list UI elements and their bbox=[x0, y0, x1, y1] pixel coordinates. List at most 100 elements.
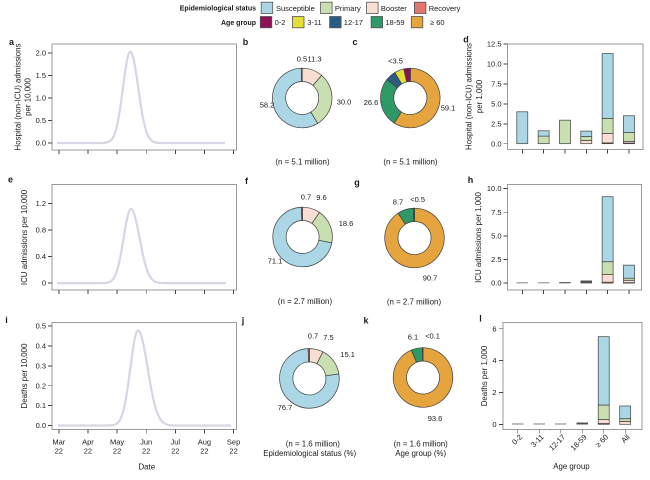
svg-text:Apr: Apr bbox=[82, 437, 94, 446]
svg-text:Hospital (non-ICU) admissions: Hospital (non-ICU) admissions bbox=[14, 43, 23, 150]
svg-text:0.0: 0.0 bbox=[491, 139, 501, 148]
svg-text:(n = 5.1 million): (n = 5.1 million) bbox=[275, 158, 330, 167]
svg-text:Deaths per 10,000: Deaths per 10,000 bbox=[20, 343, 29, 409]
svg-text:Booster: Booster bbox=[381, 4, 407, 13]
svg-text:12-17: 12-17 bbox=[344, 18, 363, 27]
svg-text:e: e bbox=[8, 175, 13, 185]
svg-text:22: 22 bbox=[200, 446, 208, 455]
svg-text:1.0: 1.0 bbox=[36, 94, 46, 103]
svg-text:2.0: 2.0 bbox=[36, 49, 46, 58]
svg-text:26.6: 26.6 bbox=[364, 98, 379, 107]
svg-text:(n = 5.1 million): (n = 5.1 million) bbox=[383, 158, 438, 167]
svg-text:5.0: 5.0 bbox=[491, 232, 501, 241]
svg-text:58.2: 58.2 bbox=[260, 101, 275, 110]
svg-text:ICU admissions per 10,000: ICU admissions per 10,000 bbox=[20, 189, 29, 285]
svg-text:22: 22 bbox=[142, 446, 150, 455]
svg-text:<0.1: <0.1 bbox=[425, 332, 440, 341]
svg-text:0.8: 0.8 bbox=[36, 226, 46, 235]
svg-text:Age group: Age group bbox=[553, 462, 590, 471]
svg-text:18-59: 18-59 bbox=[385, 18, 404, 27]
svg-text:7.5: 7.5 bbox=[491, 208, 501, 217]
svg-text:10.0: 10.0 bbox=[487, 60, 502, 69]
svg-text:2: 2 bbox=[492, 388, 496, 397]
svg-text:0.0: 0.0 bbox=[36, 421, 46, 430]
svg-text:7.5: 7.5 bbox=[491, 80, 501, 89]
svg-text:b: b bbox=[243, 37, 249, 47]
svg-text:59.1: 59.1 bbox=[441, 104, 456, 113]
svg-text:Susceptible: Susceptible bbox=[276, 4, 315, 13]
svg-text:0.4: 0.4 bbox=[36, 252, 46, 261]
svg-text:Epidemiological status (%): Epidemiological status (%) bbox=[263, 449, 356, 458]
svg-text:7.5: 7.5 bbox=[323, 333, 333, 342]
svg-text:2.5: 2.5 bbox=[491, 255, 501, 264]
svg-text:1.5: 1.5 bbox=[36, 71, 46, 80]
svg-text:0.4: 0.4 bbox=[36, 342, 46, 351]
svg-text:2.5: 2.5 bbox=[491, 119, 501, 128]
svg-text:d: d bbox=[463, 35, 469, 45]
svg-text:Primary: Primary bbox=[335, 4, 361, 13]
svg-text:0-2: 0-2 bbox=[275, 18, 286, 27]
svg-text:(n = 2.7 million): (n = 2.7 million) bbox=[278, 297, 333, 306]
svg-text:per 1,000: per 1,000 bbox=[475, 79, 484, 113]
svg-text:22: 22 bbox=[229, 446, 237, 455]
svg-text:<3.5: <3.5 bbox=[388, 57, 403, 66]
svg-text:Recovery: Recovery bbox=[429, 4, 461, 13]
svg-text:<0.5: <0.5 bbox=[410, 195, 425, 204]
svg-text:9.6: 9.6 bbox=[316, 193, 326, 202]
svg-text:May: May bbox=[110, 437, 124, 446]
svg-text:22: 22 bbox=[171, 446, 179, 455]
svg-text:Epidemiological status: Epidemiological status bbox=[180, 6, 256, 13]
svg-text:Sep: Sep bbox=[227, 437, 240, 446]
svg-text:5.0: 5.0 bbox=[491, 99, 501, 108]
svg-text:71.1: 71.1 bbox=[268, 257, 283, 266]
svg-text:0.3: 0.3 bbox=[36, 361, 46, 370]
svg-text:90.7: 90.7 bbox=[423, 274, 438, 283]
svg-text:Mar: Mar bbox=[52, 437, 65, 446]
svg-text:Age group: Age group bbox=[221, 20, 256, 27]
svg-text:(n = 1.6 million): (n = 1.6 million) bbox=[394, 440, 449, 449]
svg-text:0.5: 0.5 bbox=[36, 116, 46, 125]
svg-text:ICU admissions per 1,000: ICU admissions per 1,000 bbox=[474, 192, 483, 283]
svg-text:12.5: 12.5 bbox=[487, 40, 502, 49]
svg-text:0.1: 0.1 bbox=[36, 401, 46, 410]
svg-text:0.7: 0.7 bbox=[308, 332, 318, 341]
svg-text:i: i bbox=[5, 315, 8, 325]
svg-text:Age group (%): Age group (%) bbox=[395, 449, 446, 458]
svg-text:per 10,000: per 10,000 bbox=[24, 78, 33, 116]
svg-text:0.0: 0.0 bbox=[36, 139, 46, 148]
svg-text:1.2: 1.2 bbox=[36, 199, 46, 208]
svg-text:4: 4 bbox=[492, 356, 496, 365]
svg-text:j: j bbox=[241, 316, 245, 326]
svg-text:Jul: Jul bbox=[171, 437, 181, 446]
svg-text:3-11: 3-11 bbox=[307, 18, 321, 27]
svg-text:(n = 1.6 million): (n = 1.6 million) bbox=[286, 440, 341, 449]
svg-text:0: 0 bbox=[492, 420, 496, 429]
svg-text:≥ 60: ≥ 60 bbox=[430, 18, 445, 27]
svg-text:0.2: 0.2 bbox=[36, 381, 46, 390]
svg-text:93.6: 93.6 bbox=[428, 414, 443, 423]
svg-text:k: k bbox=[363, 316, 369, 326]
svg-text:h: h bbox=[468, 175, 474, 185]
svg-text:11.3: 11.3 bbox=[307, 55, 321, 64]
svg-text:22: 22 bbox=[113, 446, 121, 455]
svg-text:Date: Date bbox=[138, 463, 155, 472]
svg-text:6: 6 bbox=[492, 324, 496, 333]
svg-text:18.6: 18.6 bbox=[339, 219, 354, 228]
svg-text:0.5: 0.5 bbox=[297, 55, 307, 64]
svg-text:0.5: 0.5 bbox=[36, 322, 46, 331]
svg-text:30.0: 30.0 bbox=[337, 98, 352, 107]
svg-text:15.1: 15.1 bbox=[340, 350, 355, 359]
svg-text:22: 22 bbox=[84, 446, 92, 455]
svg-text:g: g bbox=[354, 178, 360, 188]
svg-text:76.7: 76.7 bbox=[278, 403, 293, 412]
svg-text:8.7: 8.7 bbox=[393, 198, 403, 207]
svg-text:Jun: Jun bbox=[140, 437, 152, 446]
svg-text:Hospital (non-ICU) admissions: Hospital (non-ICU) admissions bbox=[465, 43, 474, 150]
svg-text:Aug: Aug bbox=[198, 437, 211, 446]
svg-text:6.1: 6.1 bbox=[408, 333, 418, 342]
svg-text:(n = 2.7 million): (n = 2.7 million) bbox=[387, 298, 442, 307]
svg-text:c: c bbox=[352, 37, 357, 47]
svg-text:f: f bbox=[245, 176, 249, 186]
svg-text:10.0: 10.0 bbox=[487, 184, 502, 193]
svg-text:0.7: 0.7 bbox=[301, 193, 311, 202]
